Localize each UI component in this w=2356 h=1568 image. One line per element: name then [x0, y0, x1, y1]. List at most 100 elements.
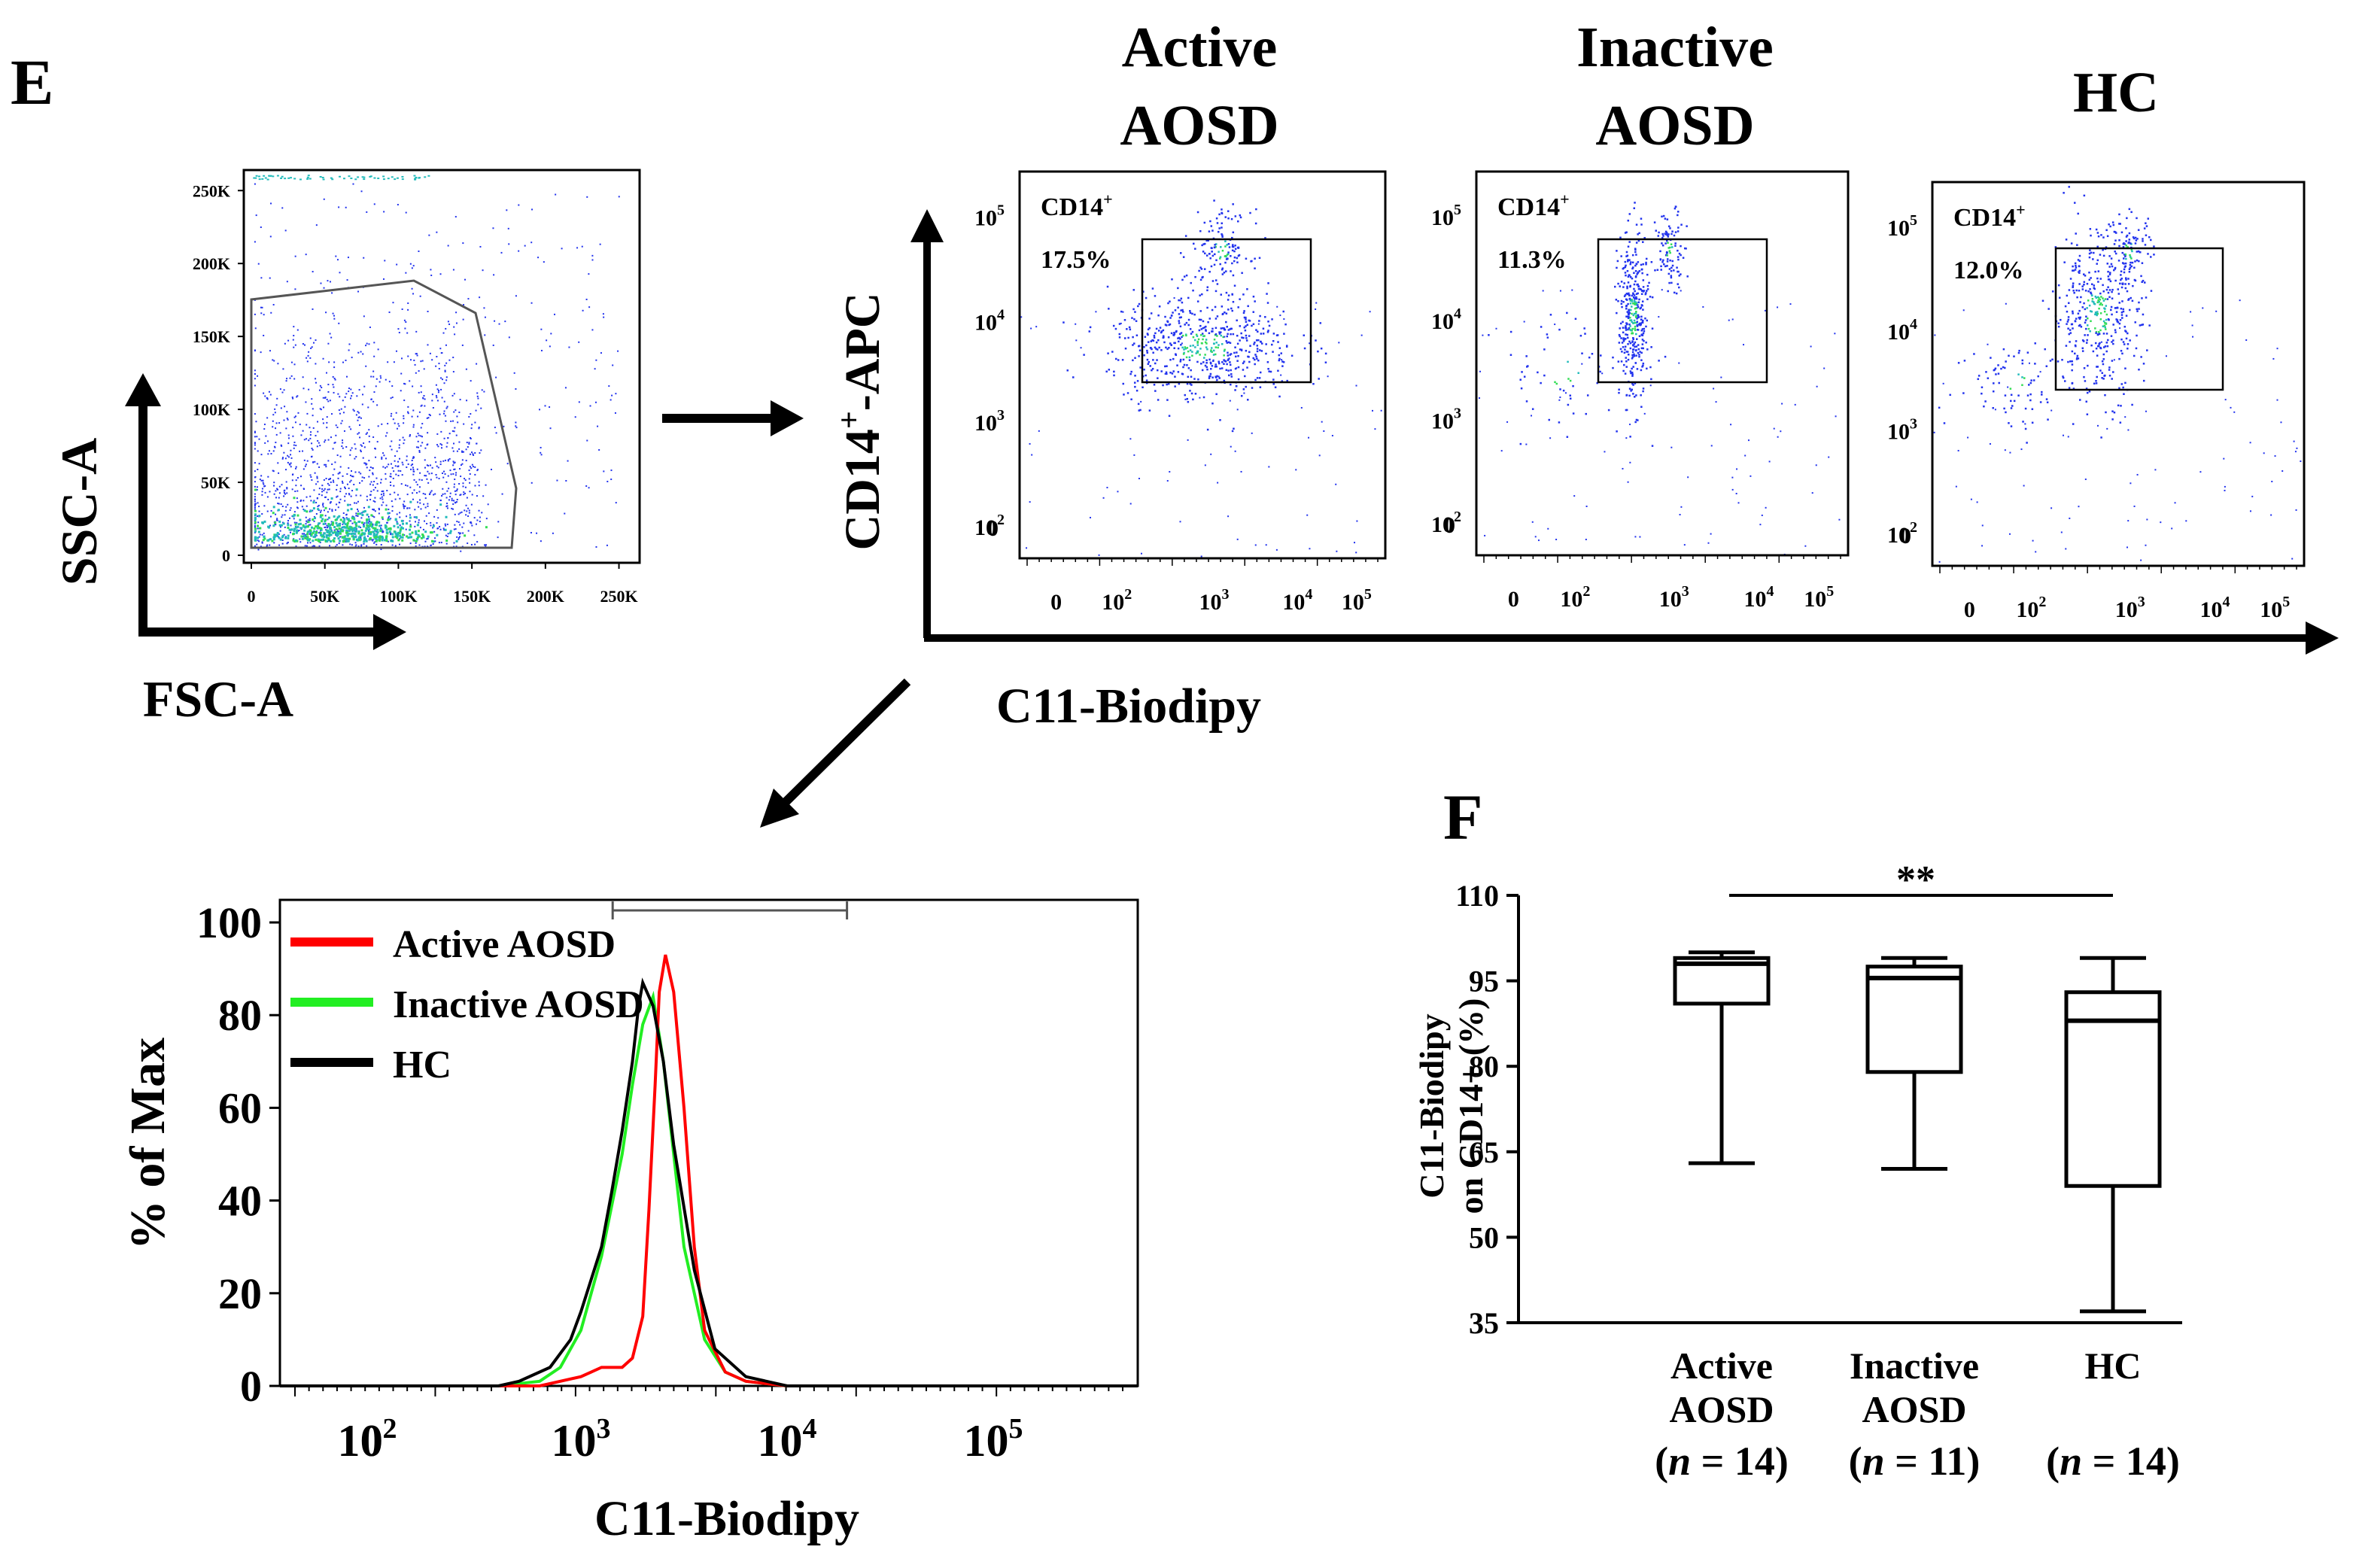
scatter-dot	[435, 395, 437, 397]
scatter-dot	[403, 507, 405, 509]
flow-dot	[2069, 332, 2072, 334]
histogram-frame	[278, 898, 1139, 1387]
flow-dot	[2078, 318, 2081, 320]
flow-gate-box	[1597, 238, 1768, 384]
flow-dot	[1661, 242, 1663, 245]
flow-dot	[1616, 250, 1618, 252]
scatter-dense-dot	[417, 533, 420, 536]
scatter-dot	[415, 446, 418, 448]
scatter-dense-dot	[449, 530, 452, 533]
scatter-dense-dot	[397, 526, 400, 529]
scatter-dot	[426, 444, 428, 446]
scatter-dot	[287, 522, 289, 524]
scatter-dot	[299, 500, 302, 503]
flow-dot	[2126, 234, 2129, 237]
scatter-dot	[335, 255, 337, 257]
scatter-dot	[406, 507, 409, 509]
flow-dot	[2090, 283, 2093, 285]
flow-dot	[1164, 324, 1167, 326]
flow-dot	[1265, 343, 1267, 345]
scatter-dot	[465, 460, 467, 462]
scatter-dot	[307, 354, 309, 357]
scatter-dot	[277, 488, 279, 491]
flow-dot	[2087, 317, 2089, 320]
flow-dot	[1567, 378, 1570, 380]
flow-dot	[2069, 278, 2072, 280]
scatter-dot	[286, 488, 288, 490]
scatter-dot	[454, 216, 457, 218]
flow-dot	[1640, 359, 1643, 361]
scatter-dot	[612, 364, 614, 366]
scatter-dense-dot	[272, 506, 275, 509]
flow-dot	[1661, 237, 1664, 239]
flow-sparse-dot	[1500, 450, 1503, 452]
flow-dot	[1637, 301, 1640, 303]
scatter-dot	[462, 242, 464, 245]
scatter-dot	[588, 273, 590, 275]
scatter-dot	[254, 522, 256, 524]
flow-dot	[1631, 375, 1634, 377]
histogram-line-active-aosd	[280, 954, 1138, 1387]
flow-dot	[1201, 293, 1203, 296]
flow-dot	[2085, 387, 2088, 390]
category-n-var: n	[2060, 1439, 2082, 1484]
scatter-dense-dot	[272, 538, 275, 541]
flow-sparse-dot	[1224, 336, 1226, 338]
scatter-dot	[277, 503, 279, 505]
scatter-dense-dot	[292, 539, 295, 542]
scatter-dot	[274, 412, 276, 414]
scatter-dot	[341, 420, 343, 422]
flow-dot	[1315, 339, 1317, 342]
scatter-dot	[433, 530, 436, 533]
scatter-dot	[295, 545, 297, 548]
flow-dot	[1649, 296, 1652, 298]
scatter-dot	[351, 522, 354, 524]
flow-x-tick-exp: 5	[1364, 586, 1372, 603]
scatter-dot	[459, 399, 461, 401]
flow-dot	[2130, 265, 2133, 268]
flow-dot	[1674, 231, 1677, 233]
flow-dot	[1626, 333, 1628, 336]
scatter-dot	[445, 344, 447, 346]
scatter-dot	[403, 506, 405, 508]
flow-gate-label-base: CD14	[1953, 204, 2016, 232]
scatter-dot	[468, 512, 470, 514]
flow-dot	[1632, 366, 1634, 368]
scatter-dot	[345, 517, 348, 519]
scatter-dense-dot	[263, 535, 266, 538]
scatter-dot	[472, 453, 474, 455]
flow-dot	[1278, 359, 1281, 362]
scatter-dot	[286, 378, 288, 380]
scatter-dot	[390, 415, 392, 417]
flow-dot	[1664, 265, 1667, 268]
flow-dot	[2090, 294, 2093, 297]
flow-dot	[1622, 337, 1625, 339]
flow-dot	[1214, 290, 1218, 293]
scatter-dot	[443, 529, 445, 531]
scatter-dot	[313, 520, 315, 522]
scatter-dot	[263, 424, 266, 426]
scatter-dense-dot	[409, 500, 412, 503]
flow-dot	[2110, 308, 2112, 311]
flow-sparse-dot	[2202, 307, 2204, 309]
scatter-dense-dot	[277, 509, 280, 512]
flow-dot	[1160, 331, 1163, 334]
flow-dot	[2096, 354, 2099, 357]
flow-dot	[2121, 262, 2124, 264]
flow-dot	[1142, 290, 1145, 293]
scatter-dense-dot	[278, 520, 281, 523]
flow-dot	[1219, 256, 1222, 258]
flow-dot	[1170, 344, 1172, 346]
flow-sparse-dot	[1773, 427, 1775, 430]
scatter-dense-dot	[342, 540, 345, 543]
flow-dot	[1220, 334, 1223, 337]
scatter-dot	[287, 461, 289, 463]
flow-dot	[2029, 393, 2032, 396]
flow-dot	[2094, 342, 2097, 345]
flow-dot	[2120, 286, 2123, 289]
scatter-dot	[375, 385, 377, 387]
scatter-dot	[280, 407, 282, 409]
scatter-dot	[336, 495, 339, 497]
scatter-dot	[303, 459, 306, 461]
scatter-dot	[385, 435, 387, 437]
